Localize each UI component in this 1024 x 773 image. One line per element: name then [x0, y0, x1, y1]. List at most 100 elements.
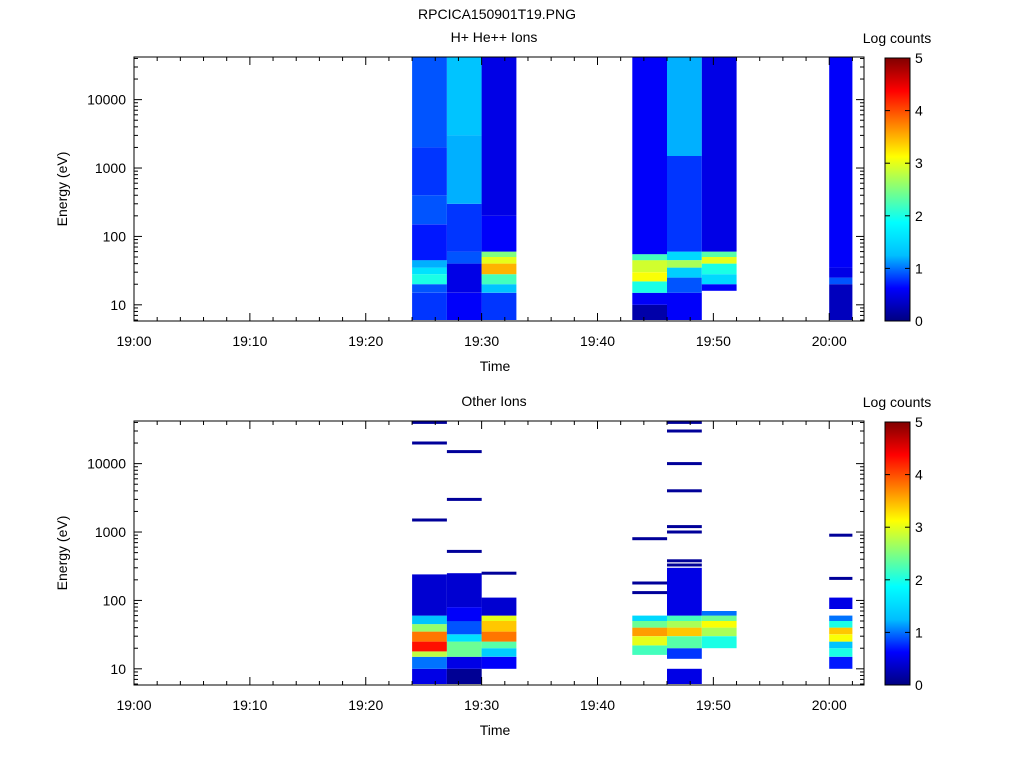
spectrogram-cell — [701, 284, 737, 291]
spectrogram-line — [446, 549, 482, 553]
spectrogram-cell — [829, 284, 853, 320]
spectrogram-cell — [412, 274, 447, 285]
colorbar-label: Log counts — [863, 394, 932, 410]
colorbar-label: Log counts — [863, 30, 932, 46]
spectrogram-cell — [412, 267, 447, 275]
spectrogram-cell — [829, 648, 853, 657]
spectrogram-cell — [632, 645, 668, 655]
spectrogram-cell — [632, 621, 668, 628]
spectrogram-line — [481, 571, 517, 575]
spectrogram-cell — [481, 631, 517, 642]
spectrogram-cell — [412, 651, 447, 657]
spectrogram-panel-1: H+ He++ Ions 19:00 19:10 19:20 19:30 19:40 19:… — [54, 29, 931, 374]
y-tick-label: 100 — [103, 592, 127, 608]
time-bin-column — [446, 57, 482, 320]
spectrogram-cell — [481, 597, 517, 616]
spectrogram-line — [446, 450, 482, 454]
spectrogram-cell — [632, 636, 668, 646]
spectrogram-line — [412, 441, 447, 445]
x-tick-label: 20:00 — [812, 697, 847, 713]
x-tick-label: 20:00 — [812, 333, 847, 349]
spectrogram-cell — [446, 135, 482, 204]
spectrogram-cell — [829, 621, 853, 628]
colorbar-tick-label: 5 — [915, 414, 923, 430]
spectrogram-cell — [632, 281, 668, 293]
spectrogram-cell — [446, 641, 482, 657]
spectrogram-cell — [829, 267, 853, 278]
spectrogram-line — [632, 537, 668, 541]
spectrogram-cell — [701, 611, 737, 616]
spectrogram-cell — [412, 292, 447, 320]
colorbar — [884, 57, 911, 322]
colorbar-tick-label: 5 — [915, 50, 923, 66]
spectrogram-cell — [412, 615, 447, 625]
spectrogram-cell — [632, 292, 668, 305]
spectrogram-cell — [481, 621, 517, 632]
spectrogram-cell — [481, 263, 517, 275]
x-tick-label: 19:20 — [348, 697, 383, 713]
spectrogram-cell — [481, 57, 517, 216]
x-tick-label: 19:20 — [348, 333, 383, 349]
time-bin-column — [829, 57, 853, 320]
x-tick-label: 19:50 — [696, 333, 731, 349]
spectrogram-cell — [667, 277, 702, 293]
spectrogram-cell — [632, 627, 668, 637]
spectrogram-cell — [412, 656, 447, 669]
spectrogram-line — [667, 525, 702, 529]
spectrogram-cell — [446, 203, 482, 252]
spectrogram-line — [667, 559, 702, 563]
spectrogram-cell — [446, 263, 482, 293]
y-axis-label: Energy (eV) — [54, 516, 70, 591]
x-axis-label: Time — [480, 358, 511, 374]
spectrogram-cell — [701, 57, 737, 252]
time-bin-column — [701, 611, 737, 649]
colorbar — [884, 421, 911, 686]
spectrogram-cell — [667, 260, 702, 268]
spectrogram-cell — [412, 260, 447, 268]
spectrogram-line — [412, 420, 447, 424]
time-bin-column — [632, 57, 668, 320]
spectrogram-cell — [632, 272, 668, 282]
spectrogram-cell — [632, 260, 668, 273]
spectrogram-cell — [481, 648, 517, 657]
colorbar-tick-label: 3 — [915, 519, 923, 535]
spectrogram-cell — [481, 257, 517, 264]
spectrogram-cell — [412, 641, 447, 652]
x-tick-label: 19:30 — [464, 697, 499, 713]
spectrogram-cell — [667, 251, 702, 261]
spectrogram-cell — [701, 257, 737, 264]
spectrogram-cell — [829, 277, 853, 285]
y-tick-label: 10 — [110, 297, 126, 313]
spectrogram-cell — [446, 634, 482, 642]
colorbar-tick-label: 4 — [915, 103, 923, 119]
spectrogram-cell — [481, 284, 517, 293]
time-bin-column — [481, 57, 517, 320]
spectrogram-cell — [667, 648, 702, 659]
time-bin-column — [701, 57, 737, 291]
spectrogram-cell — [667, 615, 702, 621]
spectrogram-cell — [412, 57, 447, 148]
spectrogram-line — [667, 563, 702, 567]
spectrogram-cell — [667, 292, 702, 320]
spectrogram-cell — [701, 615, 737, 621]
spectrogram-cell — [667, 57, 702, 156]
spectrogram-cell — [412, 224, 447, 261]
spectrogram-cell — [829, 57, 853, 268]
spectrogram-cell — [481, 615, 517, 621]
spectrogram-cell — [701, 274, 737, 285]
time-bin-column — [481, 571, 517, 669]
time-bin-column — [412, 420, 447, 684]
spectrogram-cell — [632, 304, 668, 320]
time-bin-column — [829, 533, 853, 669]
spectrogram-line — [667, 462, 702, 466]
y-tick-label: 1000 — [95, 524, 126, 540]
spectrogram-cell — [829, 656, 853, 669]
spectrogram-cell — [667, 567, 702, 616]
colorbar-tick-label: 2 — [915, 208, 923, 224]
spectrogram-cell — [412, 574, 447, 616]
y-tick-label: 10000 — [87, 456, 126, 472]
time-bin-column — [667, 57, 702, 320]
colorbar-tick-label: 0 — [915, 313, 923, 329]
x-axis-label: Time — [480, 722, 511, 738]
